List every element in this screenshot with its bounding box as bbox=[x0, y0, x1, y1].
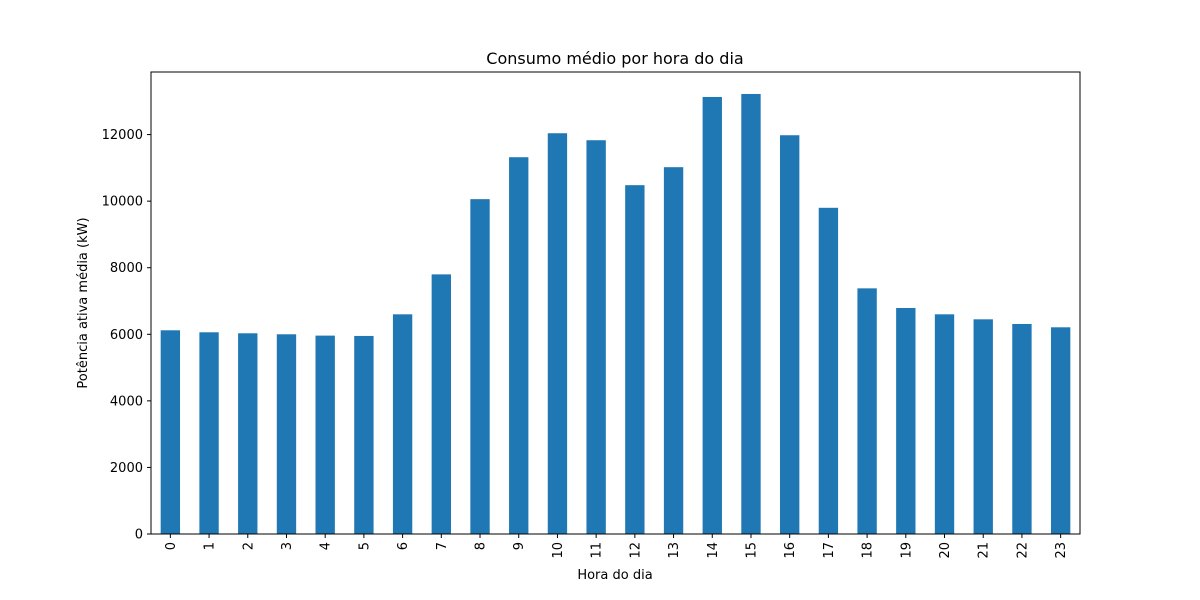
bar-hour-15 bbox=[741, 93, 761, 535]
bar-hour-11 bbox=[586, 140, 606, 534]
bar-hour-5 bbox=[354, 335, 374, 534]
y-tick-label: 2000 bbox=[110, 461, 143, 476]
x-tick-label: 18 bbox=[861, 542, 876, 559]
bar-hour-22 bbox=[1012, 323, 1032, 534]
x-tick-label: 4 bbox=[319, 542, 334, 550]
x-tick-label: 8 bbox=[474, 542, 489, 550]
y-tick-label: 8000 bbox=[110, 261, 143, 276]
chart-title: Consumo médio por hora do dia bbox=[486, 49, 743, 68]
x-tick-label: 6 bbox=[396, 542, 411, 550]
x-tick-label: 2 bbox=[241, 542, 256, 550]
x-tick-label: 10 bbox=[551, 542, 566, 559]
x-tick-label: 16 bbox=[783, 542, 798, 559]
x-tick-label: 21 bbox=[977, 542, 992, 559]
bar-hour-23 bbox=[1050, 327, 1071, 534]
x-tick-label: 12 bbox=[628, 542, 643, 559]
bar-hour-2 bbox=[238, 333, 258, 534]
bar-hour-21 bbox=[973, 319, 993, 534]
bar-hour-13 bbox=[663, 167, 684, 534]
x-tick-label: 22 bbox=[1015, 542, 1030, 559]
bar-hour-10 bbox=[547, 133, 568, 535]
bar-hour-7 bbox=[431, 274, 451, 534]
bar-hour-17 bbox=[818, 207, 839, 535]
x-axis: 0 1 2 3 4 5 6 7 8 9 10 11 12 13 14 15 16 17 18 19 20 21 22 23 bbox=[164, 534, 1069, 559]
y-tick-label: 10000 bbox=[102, 195, 143, 210]
x-tick-label: 0 bbox=[164, 542, 179, 550]
bar-hour-1 bbox=[199, 332, 219, 534]
bar-hour-20 bbox=[934, 314, 955, 534]
x-axis-label: Hora do dia bbox=[577, 568, 652, 583]
x-tick-label: 17 bbox=[822, 542, 837, 559]
y-axis: 0 2000 4000 6000 8000 10000 12000 bbox=[102, 128, 151, 543]
bar-hour-14 bbox=[702, 96, 722, 534]
bar-hour-0 bbox=[160, 330, 181, 534]
x-tick-label: 9 bbox=[512, 542, 527, 550]
bar-hour-19 bbox=[896, 307, 916, 534]
x-tick-label: 14 bbox=[706, 542, 721, 559]
x-tick-label: 7 bbox=[435, 542, 450, 550]
x-tick-label: 3 bbox=[280, 542, 295, 550]
y-axis-label: Potência ativa média (kW) bbox=[76, 217, 91, 388]
y-tick-label: 12000 bbox=[102, 128, 143, 143]
plot-frame bbox=[150, 71, 1081, 535]
bar-hour-9 bbox=[509, 157, 529, 534]
x-tick-label: 20 bbox=[938, 542, 953, 559]
x-tick-label: 11 bbox=[590, 542, 605, 559]
bar-hour-6 bbox=[392, 314, 413, 534]
bar-hour-12 bbox=[625, 185, 645, 534]
x-tick-label: 23 bbox=[1054, 542, 1069, 559]
bar-hour-18 bbox=[857, 288, 877, 534]
y-tick-label: 0 bbox=[135, 528, 143, 543]
x-tick-label: 1 bbox=[203, 542, 218, 550]
x-tick-label: 15 bbox=[744, 542, 759, 559]
x-tick-label: 19 bbox=[899, 542, 914, 559]
bar-hour-16 bbox=[780, 135, 800, 535]
bar-hour-8 bbox=[470, 199, 490, 535]
x-tick-label: 13 bbox=[667, 542, 682, 559]
y-tick-label: 4000 bbox=[110, 394, 143, 409]
bar-hour-3 bbox=[276, 334, 297, 534]
bar-hour-4 bbox=[315, 335, 335, 534]
x-tick-label: 5 bbox=[357, 542, 372, 550]
bars-group bbox=[160, 93, 1071, 535]
y-tick-label: 6000 bbox=[110, 328, 143, 343]
